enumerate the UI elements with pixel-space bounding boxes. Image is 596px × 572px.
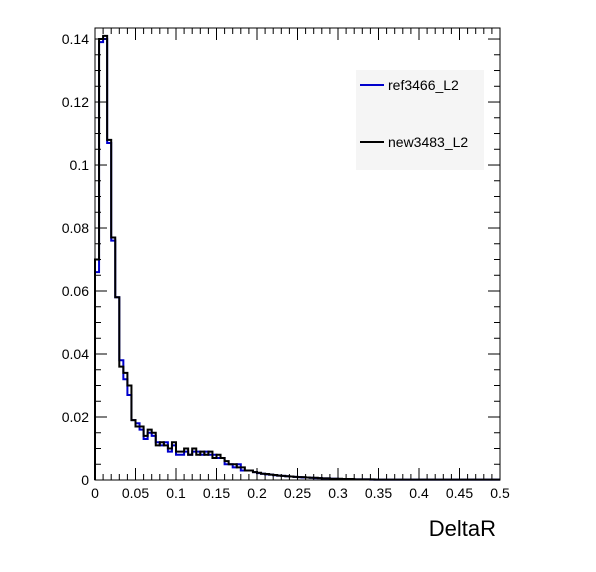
y-tick-label: 0.08: [62, 220, 89, 236]
y-tick-label: 0.02: [62, 409, 89, 425]
y-tick-label: 0.12: [62, 94, 89, 110]
x-tick-label: 0.05: [122, 485, 149, 501]
legend-label-ref: ref3466_L2: [388, 77, 459, 93]
x-tick-label: 0.5: [490, 485, 510, 501]
y-tick-label: 0: [81, 472, 89, 488]
x-tick-label: 0.1: [166, 485, 186, 501]
y-axis: 0 0.02 0.04 0.06 0.08 0.1 0.12 0.14: [62, 31, 500, 488]
x-tick-label: 0: [91, 485, 99, 501]
x-tick-label: 0.3: [328, 485, 348, 501]
y-tick-label: 0.14: [62, 31, 89, 47]
y-tick-label: 0.06: [62, 283, 89, 299]
y-tick-label: 0.1: [70, 157, 90, 173]
x-tick-label: 0.4: [409, 485, 429, 501]
x-tick-label: 0.45: [446, 485, 473, 501]
x-axis: 0 0.05 0.1 0.15 0.2 0.25 0.3 0.35 0.4 0.45 0.5: [91, 28, 510, 501]
x-tick-label: 0.2: [247, 485, 267, 501]
x-tick-label: 0.35: [365, 485, 392, 501]
x-axis-title: DeltaR: [429, 516, 496, 541]
y-tick-label: 0.04: [62, 346, 89, 362]
x-tick-label: 0.25: [284, 485, 311, 501]
legend-box: [356, 70, 484, 170]
legend-label-new: new3483_L2: [388, 134, 468, 150]
x-tick-label: 0.15: [203, 485, 230, 501]
